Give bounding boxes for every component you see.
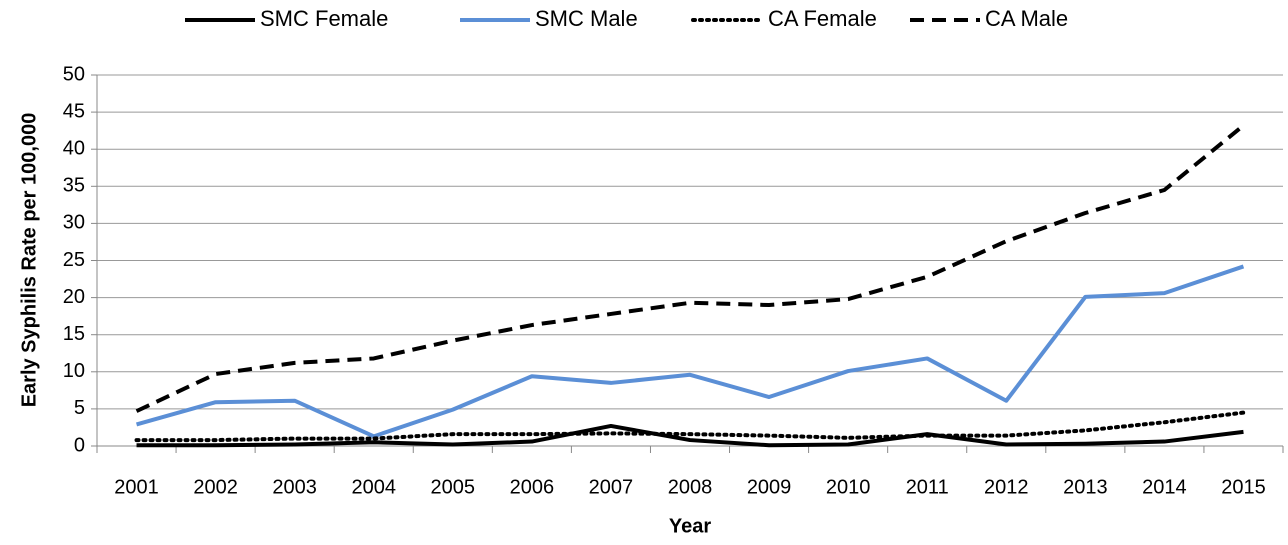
- y-tick-label: 0: [74, 434, 85, 456]
- y-tick-label: 45: [63, 100, 85, 122]
- series-line: [134, 410, 1246, 443]
- x-tick-label: 2001: [114, 476, 159, 498]
- series-line: [136, 423, 1244, 448]
- y-tick-label: 40: [63, 137, 85, 159]
- y-tick-label: 5: [74, 397, 85, 419]
- y-tick-label: 10: [63, 360, 85, 382]
- y-tick-label: 15: [63, 323, 85, 345]
- x-tick-label: 2015: [1221, 476, 1266, 498]
- y-tick-label: 35: [63, 175, 85, 197]
- x-axis-title: Year: [669, 515, 711, 537]
- legend-label: SMC Female: [260, 6, 388, 31]
- x-tick-label: 2007: [589, 476, 634, 498]
- y-tick-label: 50: [63, 63, 85, 85]
- x-tick-label: 2010: [826, 476, 871, 498]
- x-tick-label: 2004: [351, 476, 396, 498]
- series-line: [135, 264, 1245, 439]
- x-tick-label: 2005: [431, 476, 476, 498]
- x-tick-label: 2012: [984, 476, 1029, 498]
- y-axis-title: Early Syphilis Rate per 100,000: [18, 113, 40, 408]
- x-tick-label: 2011: [906, 476, 949, 498]
- legend-label: CA Female: [768, 6, 877, 31]
- x-tick-label: 2003: [272, 476, 317, 498]
- x-tick-label: 2002: [193, 476, 238, 498]
- y-tick-label: 25: [63, 249, 85, 271]
- x-tick-label: 2006: [510, 476, 555, 498]
- x-tick-label: 2008: [668, 476, 713, 498]
- x-tick-label: 2014: [1142, 476, 1187, 498]
- x-tick-label: 2009: [747, 476, 792, 498]
- legend-label: SMC Male: [535, 6, 638, 31]
- y-tick-label: 30: [63, 212, 85, 234]
- series-line: [135, 123, 1245, 413]
- y-tick-label: 20: [63, 286, 85, 308]
- x-tick-label: 2013: [1063, 476, 1108, 498]
- legend-label: CA Male: [985, 6, 1068, 31]
